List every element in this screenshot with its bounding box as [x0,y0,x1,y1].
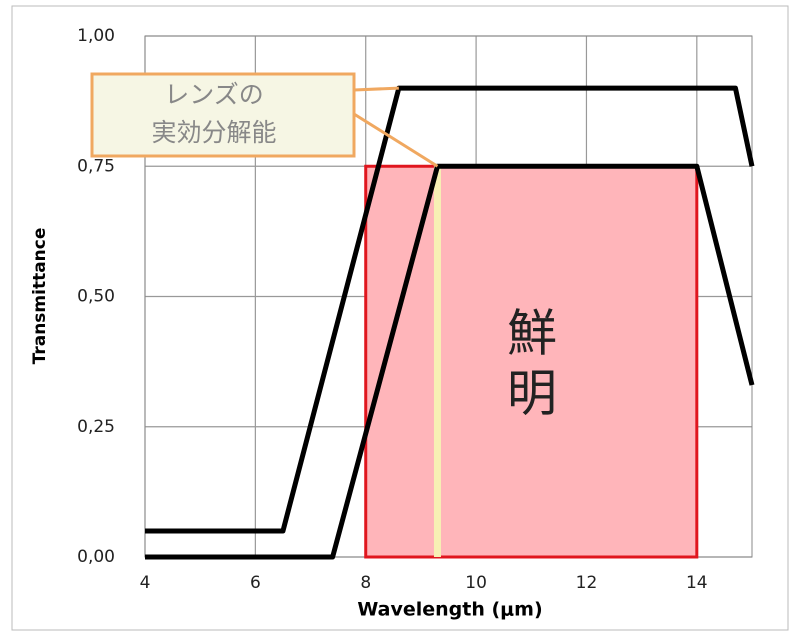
callout-pointer [353,86,399,92]
y-tick-label: 1,00 [77,26,115,46]
highlight-label: 鮮 [507,305,557,363]
y-tick-label: 0,25 [77,417,115,437]
x-tick-label: 8 [360,573,371,593]
y-tick-label: 0,75 [77,156,115,176]
callout-text: レンズの [164,80,264,109]
highlight-label: 明 [507,365,557,423]
callout-pointer [353,112,439,168]
x-tick-label: 6 [250,573,261,593]
callout-box [90,72,356,158]
y-axis-label: Transmittance [30,228,50,365]
callout-text: 実効分解能 [151,118,276,147]
x-tick-label: 4 [140,573,151,593]
x-tick-label: 10 [465,573,487,593]
y-tick-label: 0,00 [77,547,115,567]
x-tick-label: 12 [576,573,598,593]
y-tick-label: 0,50 [77,287,115,307]
x-tick-label: 14 [686,573,708,593]
x-axis-label: Wavelength (μm) [357,599,542,621]
